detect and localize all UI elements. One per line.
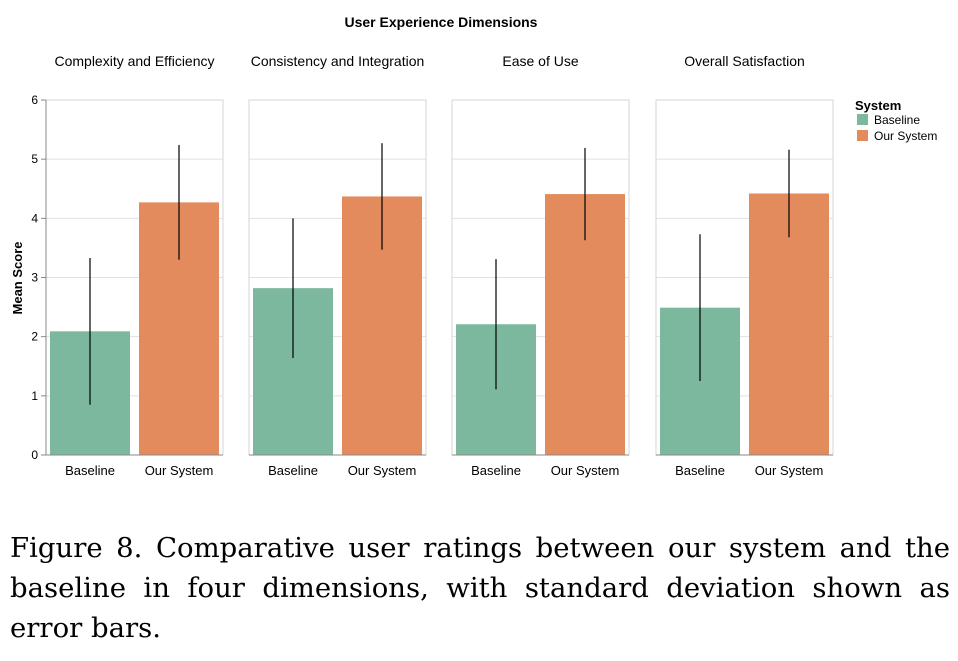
legend-swatch xyxy=(857,130,868,141)
y-tick-label: 5 xyxy=(31,152,38,166)
facet-panel: Consistency and Integration Baseline Our S… xyxy=(248,53,427,478)
chart-title: User Experience Dimensions xyxy=(345,14,538,30)
facet-title: Overall Satisfaction xyxy=(684,53,805,69)
facet-panel: Overall Satisfaction Baseline Our System xyxy=(655,53,834,478)
x-tick-label: Our System xyxy=(755,463,824,478)
x-tick-label: Our System xyxy=(551,463,620,478)
y-tick-label: 2 xyxy=(31,330,38,344)
x-tick-label: Our System xyxy=(145,463,214,478)
facets: Complexity and Efficiency Baseline Our Sys… xyxy=(45,53,834,478)
x-tick-label: Baseline xyxy=(471,463,521,478)
y-tick-label: 3 xyxy=(31,271,38,285)
y-tick-label: 0 xyxy=(31,448,38,462)
legend-label: Our System xyxy=(874,129,937,143)
facet-title: Complexity and Efficiency xyxy=(54,53,214,69)
figure-caption: Figure 8. Comparative user ratings betwe… xyxy=(10,532,950,644)
y-axis-label: Mean Score xyxy=(10,242,25,315)
legend: System Baseline Our System xyxy=(855,98,937,143)
facet-title: Consistency and Integration xyxy=(251,53,425,69)
x-tick-label: Baseline xyxy=(65,463,115,478)
legend-label: Baseline xyxy=(874,113,920,127)
facet-panel: Complexity and Efficiency Baseline Our Sys… xyxy=(45,53,224,478)
y-tick-label: 6 xyxy=(31,93,38,107)
x-tick-label: Baseline xyxy=(675,463,725,478)
x-tick-label: Baseline xyxy=(268,463,318,478)
legend-swatch xyxy=(857,114,868,125)
y-tick-label: 1 xyxy=(31,389,38,403)
y-axis: 0 1 2 3 4 5 6 xyxy=(31,93,47,462)
facet-panel: Ease of Use Baseline Our System xyxy=(451,53,630,478)
y-tick-label: 4 xyxy=(31,211,38,225)
faceted-bar-chart: User Experience Dimensions Mean Score Co… xyxy=(10,14,937,478)
legend-title: System xyxy=(855,98,901,113)
facet-title: Ease of Use xyxy=(502,53,578,69)
x-tick-label: Our System xyxy=(348,463,417,478)
